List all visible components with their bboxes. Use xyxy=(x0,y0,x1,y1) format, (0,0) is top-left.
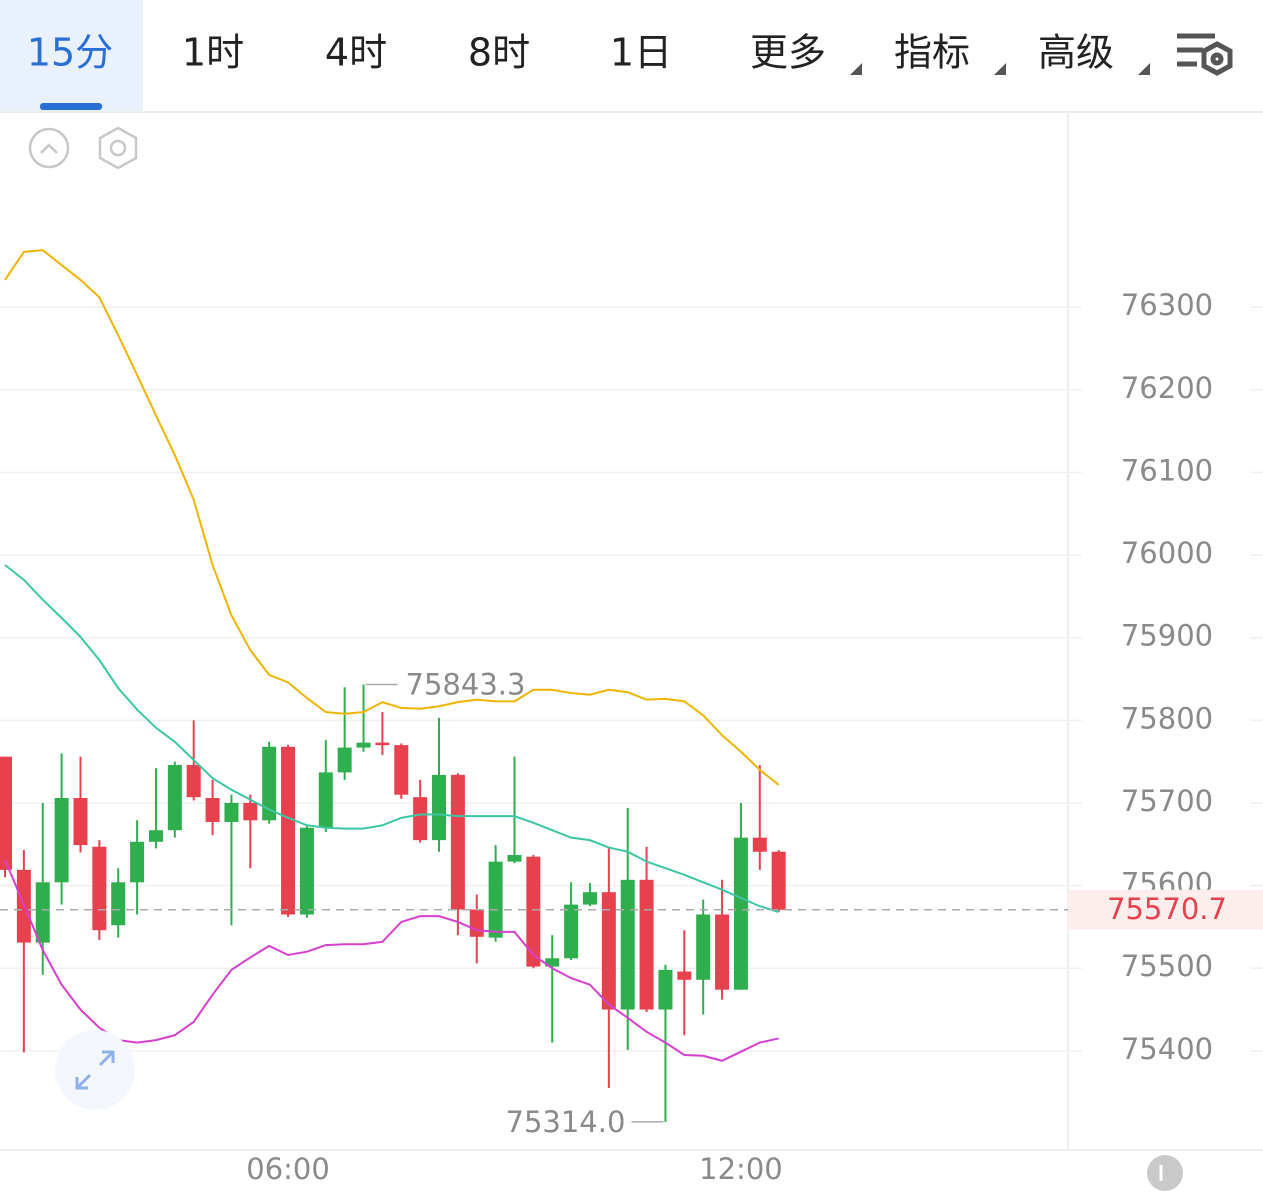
candle-body xyxy=(54,797,69,883)
y-tick-label: 76000 xyxy=(1121,536,1213,570)
candle-body xyxy=(111,882,126,926)
y-tick-label: 76100 xyxy=(1121,453,1213,487)
band-line xyxy=(4,564,779,913)
tab[interactable]: 4时 xyxy=(325,31,387,75)
candle-body xyxy=(148,830,163,842)
band-line xyxy=(4,249,780,786)
active-tab-indicator xyxy=(40,103,102,110)
dropdown-arrow xyxy=(994,63,1006,75)
candle-body xyxy=(186,764,201,798)
indicator-settings-button[interactable] xyxy=(98,126,138,170)
candle-body xyxy=(658,969,673,1010)
y-tick-label: 75700 xyxy=(1121,784,1213,818)
candle-body xyxy=(469,909,484,937)
candle-body xyxy=(394,745,409,795)
y-tick-label: 75500 xyxy=(1121,949,1213,983)
candle-body xyxy=(224,802,239,822)
candle-body xyxy=(752,837,767,852)
candle-body xyxy=(35,882,50,943)
k-button[interactable] xyxy=(1147,1155,1183,1191)
y-tick-label: 75400 xyxy=(1121,1032,1213,1066)
candle-body xyxy=(620,879,635,1010)
candle-body xyxy=(356,742,371,748)
collapse-button[interactable] xyxy=(28,127,70,169)
candle-body xyxy=(167,764,182,831)
candle-body xyxy=(526,856,541,967)
candle-body xyxy=(639,879,654,1010)
tab[interactable]: 1日 xyxy=(610,31,672,75)
last-price-label: 75570.7 xyxy=(1107,892,1227,926)
tab[interactable]: 高级 xyxy=(1038,31,1114,75)
candle-body xyxy=(715,914,730,990)
candle-body xyxy=(205,797,220,822)
tab[interactable]: 15分 xyxy=(27,31,113,75)
x-tick-label: 06:00 xyxy=(246,1152,330,1186)
candle-body xyxy=(0,756,12,870)
candle-body xyxy=(771,851,786,910)
y-tick-label: 75900 xyxy=(1121,619,1213,653)
tab[interactable]: 指标 xyxy=(894,31,970,75)
candle-body xyxy=(545,958,560,967)
candle-body xyxy=(696,914,711,980)
tab[interactable]: 更多 xyxy=(750,31,826,75)
dropdown-arrow xyxy=(850,63,862,75)
candle-body xyxy=(413,797,428,841)
band-line xyxy=(4,859,779,1062)
y-tick-label: 76200 xyxy=(1121,371,1213,405)
candle-body xyxy=(262,746,277,821)
candle-body xyxy=(130,841,145,883)
candle-body xyxy=(243,802,258,821)
candle-body xyxy=(733,837,748,990)
y-tick-label: 76300 xyxy=(1121,288,1213,322)
active-tab-bg xyxy=(0,0,143,111)
x-tick-label: 12:00 xyxy=(699,1152,783,1186)
candle-body xyxy=(73,797,88,846)
fullscreen-button[interactable] xyxy=(55,1030,135,1110)
tab[interactable]: 8时 xyxy=(468,31,530,75)
candle-body xyxy=(432,774,447,841)
candle-body xyxy=(92,846,107,931)
candle-body xyxy=(582,892,597,905)
tab[interactable]: 1时 xyxy=(182,31,244,75)
candle-body xyxy=(375,742,390,746)
candle-body xyxy=(318,772,333,828)
y-tick-label: 75800 xyxy=(1121,701,1213,735)
min-label: 75314.0 xyxy=(506,1105,626,1139)
candle-body xyxy=(507,855,522,862)
candle-body xyxy=(450,774,465,910)
candle-body xyxy=(281,746,296,915)
dropdown-arrow xyxy=(1138,63,1150,75)
last-price-box xyxy=(1068,889,1263,930)
max-label: 75843.3 xyxy=(406,668,526,702)
plot: 7540075500756007570075800759007600076100… xyxy=(0,249,1263,1186)
candle-body xyxy=(337,747,352,773)
candle-body xyxy=(601,892,616,1010)
candle-body xyxy=(564,904,579,959)
candle-body xyxy=(299,827,314,915)
settings-icon[interactable] xyxy=(1177,33,1233,76)
candle-body xyxy=(488,861,503,938)
candle-body xyxy=(677,971,692,980)
